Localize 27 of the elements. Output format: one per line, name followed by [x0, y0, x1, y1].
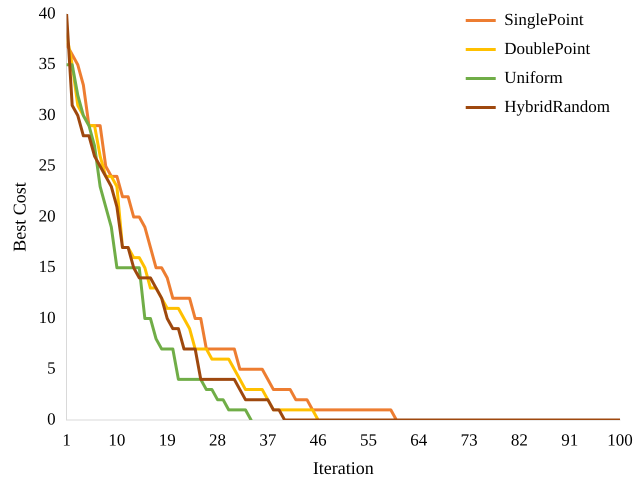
y-tick-label: 25 [38, 156, 56, 175]
x-tick-label: 1 [62, 430, 71, 450]
x-tick-label: 37 [259, 430, 277, 450]
legend-label: Uniform [504, 68, 563, 87]
y-tick-label: 0 [47, 409, 56, 428]
y-tick-label: 40 [38, 3, 56, 22]
x-tick-label: 10 [108, 430, 126, 450]
y-tick-label: 35 [38, 54, 56, 74]
x-tick-label: 73 [460, 430, 478, 450]
x-tick-label: 55 [360, 430, 377, 450]
legend-label: HybridRandom [504, 96, 610, 116]
x-tick-label: 82 [510, 430, 528, 450]
y-tick-label: 30 [38, 104, 56, 124]
y-axis-title: Best Cost [10, 182, 30, 252]
y-tick-label: 20 [38, 206, 56, 226]
y-tick-label: 15 [38, 257, 56, 276]
y-tick-label: 5 [47, 358, 56, 378]
x-tick-label: 28 [209, 430, 226, 450]
x-tick-label: 19 [158, 430, 176, 450]
x-tick-label: 46 [310, 430, 327, 450]
x-tick-label: 64 [410, 430, 428, 450]
legend-label: DoublePoint [504, 38, 590, 58]
y-tick-label: 10 [38, 308, 56, 327]
x-axis-title: Iteration [312, 458, 374, 478]
legend-label: SinglePoint [504, 10, 584, 29]
x-tick-label: 100 [607, 430, 633, 450]
x-tick-label: 91 [561, 430, 578, 450]
